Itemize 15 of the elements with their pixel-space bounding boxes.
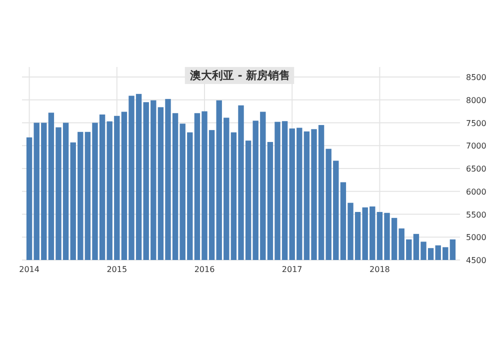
x-tick-label: 2017: [282, 265, 302, 274]
y-tick-label: 8000: [466, 96, 486, 105]
y-tick-label: 6500: [466, 164, 486, 174]
x-tick-label: 2018: [370, 265, 390, 274]
y-tick-label: 5000: [466, 233, 486, 242]
y-tick-label: 4500: [466, 256, 486, 265]
x-tick-label: 2016: [194, 265, 215, 274]
y-tick-label: 7500: [466, 118, 486, 128]
chart-title: 澳大利亚 - 新房销售: [188, 69, 290, 82]
y-tick-label: 8500: [466, 73, 486, 82]
y-tick-label: 6000: [466, 187, 486, 196]
y-tick-label: 7000: [466, 142, 486, 151]
x-tick-label: 2014: [19, 265, 40, 274]
x-tick-label: 2015: [106, 265, 128, 274]
y-tick-label: 5500: [466, 210, 486, 220]
